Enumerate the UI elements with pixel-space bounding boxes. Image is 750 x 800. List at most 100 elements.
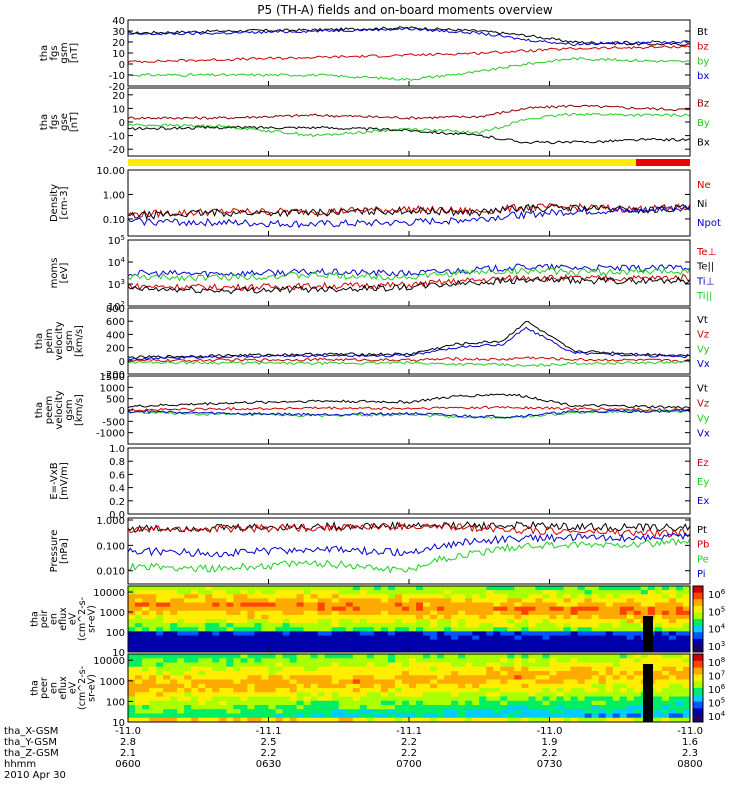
spectrogram-cell (493, 705, 501, 710)
spectrogram-cell (535, 666, 543, 672)
spectrogram-cell (275, 671, 283, 676)
spectrogram-cell (444, 683, 452, 689)
spectrogram-cell (247, 639, 255, 645)
spectrogram-cell (387, 635, 396, 641)
spectrogram-cell (366, 627, 375, 632)
spectrogram-cell (268, 688, 276, 693)
ytick-label-peem_velocity-2: 500 (106, 395, 125, 406)
spectrogram-cell (310, 602, 319, 608)
spectrogram-cell (486, 627, 494, 632)
spectrogram-cell (626, 639, 635, 645)
spectrogram-cell (640, 590, 649, 595)
spectrogram-cell (535, 610, 543, 616)
spectrogram-cell (430, 683, 438, 689)
series-line-fgs_gse-3 (127, 125, 691, 145)
spectrogram-cell (430, 647, 438, 653)
spectrogram-cell (331, 610, 340, 616)
spectrogram-cell (668, 666, 677, 672)
spectrogram-cell (184, 654, 192, 659)
spectrogram-cell (577, 610, 586, 616)
spectrogram-peer: 10000100010010thapeerenefluxeV(cm^2-s-sr… (30, 653, 726, 729)
spectrogram-cell (640, 610, 649, 616)
spectrogram-cell (430, 619, 438, 624)
spectrogram-cell (472, 654, 480, 659)
spectrogram-cell (261, 713, 269, 719)
spectrogram-cell (668, 696, 677, 702)
spectrogram-cell (268, 594, 276, 599)
spectrogram-cell (486, 614, 494, 620)
spectrogram-cell (528, 709, 536, 714)
spectrogram-cell (619, 654, 628, 659)
spectrogram-cell (528, 654, 536, 659)
spectrogram-cell (380, 586, 389, 591)
spectrogram-cell (191, 705, 199, 710)
spectrogram-cell (359, 586, 368, 591)
ytick-label-fgs_gse-1: 10 (112, 104, 125, 115)
spectrogram-cell (528, 671, 536, 676)
spectrogram-cell (479, 623, 487, 628)
spectrogram-cell (437, 586, 445, 591)
spectrogram-cell (289, 683, 297, 689)
spectrogram-cell (373, 643, 382, 649)
spectrogram-cell (486, 666, 494, 672)
spectrogram-cell (177, 700, 185, 706)
spectrogram-cell (303, 639, 312, 645)
spectrogram-cell (549, 606, 557, 612)
spectrogram-cell (668, 717, 677, 723)
spectrogram-cell (584, 586, 593, 591)
spectrogram-cell (507, 590, 515, 595)
spectrogram-cell (598, 713, 607, 719)
spectrogram-cell (486, 631, 494, 636)
spectrogram-cell (142, 688, 150, 693)
spectrogram-cell (465, 610, 473, 616)
spectrogram-cell (373, 662, 382, 668)
spectrogram-cell (563, 647, 571, 653)
spectrogram-cell (605, 647, 614, 653)
bottom-row-label-2: tha_Z-GSM (4, 748, 59, 759)
spectrogram-cell (282, 688, 290, 693)
ylabel-temperature-0: moms (49, 258, 60, 289)
spectrogram-cell (359, 705, 368, 710)
spectrogram-cell (359, 654, 368, 659)
spectrogram-cell (542, 671, 550, 676)
spectrogram-cell (528, 635, 536, 641)
spectrogram-cell (598, 635, 607, 641)
spectrogram-cell (317, 614, 326, 620)
ylabel-peim_velocity-3: gsm (64, 330, 75, 351)
spectrogram-cell (486, 586, 494, 591)
spectrogram-cell (184, 666, 192, 672)
spectrogram-cell (458, 662, 466, 668)
spectrogram-cell (591, 590, 600, 595)
spectrogram-cell (380, 647, 389, 653)
spectrogram-cell (409, 662, 417, 668)
spectrogram-cell (500, 705, 508, 710)
spectrogram-cell (598, 610, 607, 616)
spectrogram-cell (479, 683, 487, 689)
spectrogram-cell (598, 627, 607, 632)
spectrogram-cell (394, 679, 403, 685)
spectrogram-cell (254, 683, 262, 689)
spectrogram-cell (577, 623, 586, 628)
spectrogram-cell (310, 713, 319, 719)
spectrogram-cell (373, 709, 382, 714)
ytick-label-pressure-1: 0.100 (96, 541, 125, 552)
spectrogram-cell (142, 666, 150, 672)
spectrogram-cell (303, 598, 312, 603)
legend-peim_velocity-0: Vt (697, 315, 708, 326)
spectrogram-cell (198, 610, 206, 616)
spectrogram-cell (514, 590, 522, 595)
spectrogram-cell (514, 679, 522, 685)
spectrogram-cell (633, 610, 642, 616)
spectrogram-cell (409, 696, 417, 702)
spectrogram-cell (465, 586, 473, 591)
spectrogram-cell (240, 662, 248, 668)
spectrogram-cell (387, 610, 396, 616)
spectrogram-cell (458, 606, 466, 612)
spectrogram-cell (633, 627, 642, 632)
spectrogram-cell (661, 602, 670, 608)
spectrogram-cell (605, 639, 614, 645)
spectrogram-cell (338, 658, 347, 663)
spectrogram-cell (626, 623, 635, 628)
spectrogram-cell (493, 614, 501, 620)
